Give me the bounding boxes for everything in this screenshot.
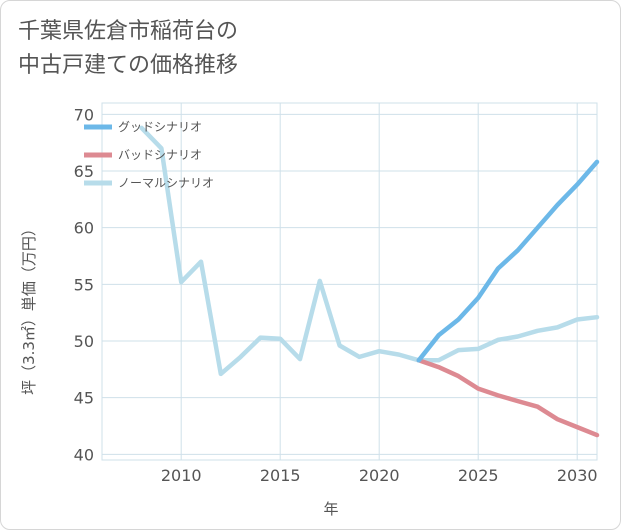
legend-label-normal: ノーマルシナリオ (118, 176, 214, 190)
series-line-bad (416, 358, 600, 438)
chart-title-line-1: 千葉県佐倉市稲荷台の (18, 19, 239, 44)
x-axis-label: 年 (323, 500, 338, 518)
x-tick-label: 2015 (260, 466, 301, 485)
series-line-normal (139, 125, 600, 377)
y-tick-label: 40 (74, 445, 94, 464)
x-tick-label: 2010 (161, 466, 202, 485)
x-tick-label: 2030 (557, 466, 598, 485)
axis-ticks: 40 45 50 55 60 65 70 2010 2015 2020 2025 2030 (74, 105, 598, 485)
x-tick-label: 2020 (359, 466, 400, 485)
y-axis-label: 坪（3.3㎡）単価（万円） (20, 221, 38, 395)
y-tick-label: 60 (74, 219, 94, 238)
y-tick-label: 65 (74, 162, 94, 181)
y-tick-label: 55 (74, 275, 94, 294)
legend-label-good: グッドシナリオ (118, 120, 202, 134)
chart-title-line-2: 中古戸建ての価格推移 (18, 53, 239, 78)
grid (101, 102, 598, 461)
series-lines (139, 125, 600, 438)
y-tick-label: 45 (74, 389, 94, 408)
legend-label-bad: バッドシナリオ (118, 148, 202, 162)
chart-title: 千葉県佐倉市稲荷台の 中古戸建ての価格推移 (18, 15, 578, 83)
plot-frame (101, 102, 598, 461)
y-tick-label: 50 (74, 332, 94, 351)
y-tick-label: 70 (74, 105, 94, 124)
series-line-good (416, 159, 600, 363)
x-tick-label: 2025 (458, 466, 499, 485)
